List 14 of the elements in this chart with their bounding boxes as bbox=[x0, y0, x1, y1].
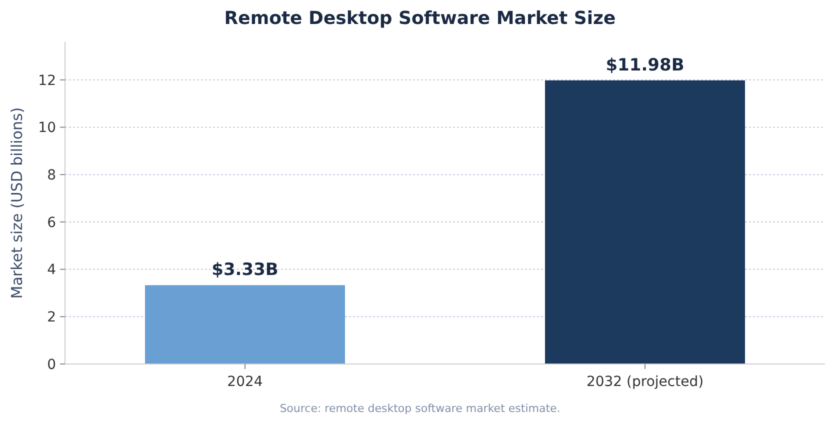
y-tick-label: 4 bbox=[47, 262, 56, 278]
y-tick-label: 8 bbox=[47, 167, 56, 184]
x-tick-label: 2032 (projected) bbox=[586, 374, 704, 390]
data-label: $3.33B bbox=[212, 260, 278, 280]
y-tick-label: 6 bbox=[47, 214, 56, 231]
y-axis-title: Market size (USD billions) bbox=[8, 107, 26, 299]
data-label: $11.98B bbox=[606, 55, 684, 76]
y-tick-label: 12 bbox=[38, 72, 56, 89]
source-note: Source: remote desktop software market estimate. bbox=[280, 402, 560, 415]
y-tick-label: 0 bbox=[47, 356, 56, 373]
y-tick-label: 10 bbox=[38, 120, 56, 136]
y-tick-label: 2 bbox=[47, 310, 56, 326]
x-tick-label: 2024 bbox=[227, 374, 263, 390]
chart-title: Remote Desktop Software Market Size bbox=[224, 8, 616, 29]
